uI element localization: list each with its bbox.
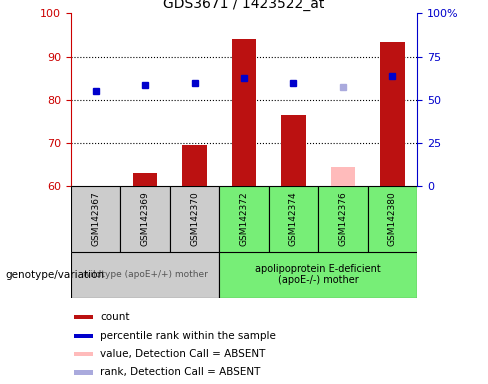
Text: GSM142374: GSM142374 xyxy=(289,192,298,246)
Bar xyxy=(380,41,405,186)
Text: GSM142380: GSM142380 xyxy=(388,192,397,246)
Bar xyxy=(74,333,93,338)
Bar xyxy=(74,315,93,319)
Text: GSM142372: GSM142372 xyxy=(240,192,248,246)
Bar xyxy=(281,115,306,186)
Text: GSM142369: GSM142369 xyxy=(141,192,149,246)
Text: genotype/variation: genotype/variation xyxy=(5,270,104,280)
Bar xyxy=(368,186,417,252)
Bar xyxy=(269,186,318,252)
Bar xyxy=(74,370,93,375)
Text: count: count xyxy=(100,312,130,322)
Text: GSM142370: GSM142370 xyxy=(190,192,199,246)
Text: apolipoprotein E-deficient
(apoE-/-) mother: apolipoprotein E-deficient (apoE-/-) mot… xyxy=(255,264,381,285)
Bar xyxy=(318,186,368,252)
Text: rank, Detection Call = ABSENT: rank, Detection Call = ABSENT xyxy=(100,367,261,377)
Bar xyxy=(71,186,120,252)
Text: wildtype (apoE+/+) mother: wildtype (apoE+/+) mother xyxy=(82,270,207,279)
Bar xyxy=(74,352,93,356)
Bar xyxy=(182,145,207,186)
Title: GDS3671 / 1423522_at: GDS3671 / 1423522_at xyxy=(163,0,325,11)
Bar xyxy=(331,167,355,186)
Bar xyxy=(170,186,219,252)
Text: percentile rank within the sample: percentile rank within the sample xyxy=(100,331,276,341)
Bar xyxy=(71,252,219,298)
Bar xyxy=(219,252,417,298)
Text: GSM142367: GSM142367 xyxy=(91,192,100,246)
Bar xyxy=(219,186,269,252)
Bar xyxy=(133,173,157,186)
Bar xyxy=(232,40,256,186)
Bar xyxy=(120,186,170,252)
Text: value, Detection Call = ABSENT: value, Detection Call = ABSENT xyxy=(100,349,265,359)
Text: GSM142376: GSM142376 xyxy=(339,192,347,246)
